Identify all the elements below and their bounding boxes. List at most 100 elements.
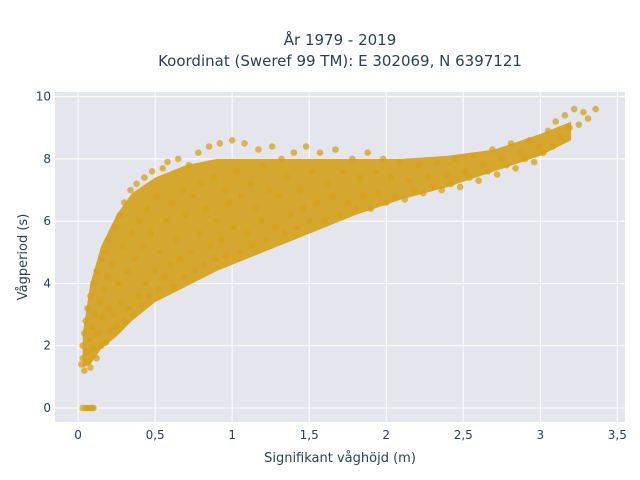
data-point (167, 261, 174, 269)
data-point (144, 205, 151, 212)
data-point (77, 361, 85, 368)
data-point (121, 317, 128, 325)
data-point (352, 205, 359, 212)
data-point (211, 255, 219, 262)
data-point (174, 155, 182, 163)
y-tick-label: 10 (36, 90, 51, 104)
data-point (236, 249, 244, 256)
data-point (138, 302, 145, 309)
data-point (410, 186, 418, 194)
data-point (154, 286, 162, 294)
data-point (179, 186, 187, 194)
data-point (153, 193, 160, 200)
data-point (475, 177, 482, 184)
data-point (210, 174, 217, 181)
data-point (324, 180, 332, 188)
data-point (484, 168, 492, 175)
data-point (544, 127, 552, 135)
data-point (258, 217, 265, 225)
data-point (305, 217, 313, 225)
data-point (456, 183, 464, 191)
data-point (521, 155, 529, 163)
data-point (396, 158, 404, 166)
data-point (526, 137, 533, 144)
y-tick-label: 2 (43, 339, 51, 353)
data-point (367, 205, 375, 212)
data-point (401, 196, 409, 203)
data-point (466, 174, 473, 181)
data-point (79, 354, 86, 362)
data-point (278, 155, 285, 163)
data-point (252, 205, 259, 212)
data-point (255, 146, 262, 153)
data-point (117, 298, 125, 306)
data-point (102, 339, 110, 346)
data-point (557, 133, 564, 141)
data-point (272, 224, 279, 231)
data-point (87, 292, 94, 300)
data-point (359, 193, 367, 200)
data-point (281, 230, 288, 237)
data-point (259, 161, 267, 169)
data-point (202, 205, 210, 212)
data-point (299, 205, 307, 212)
data-point (139, 242, 147, 250)
y-tick-label: 8 (43, 152, 51, 166)
data-point (108, 261, 116, 269)
y-tick-label: 6 (43, 214, 51, 228)
data-point (105, 236, 113, 244)
data-point (379, 155, 387, 163)
y-tick-labels: 0 2 4 6 8 10 (36, 90, 51, 415)
data-point (114, 280, 122, 287)
data-point (382, 199, 390, 206)
data-point (145, 292, 153, 300)
x-tick-label: 0,5 (146, 428, 165, 442)
x-tick-label: 3,5 (608, 428, 627, 442)
data-point (151, 267, 159, 275)
data-point (238, 193, 245, 200)
data-point (116, 211, 123, 219)
data-point (93, 354, 100, 362)
data-point (419, 189, 427, 197)
data-point (88, 323, 96, 331)
data-point (121, 199, 128, 206)
data-point (321, 217, 328, 225)
data-point (195, 149, 202, 156)
data-point (133, 180, 140, 188)
data-point (142, 280, 150, 287)
chart-title-line-1: År 1979 - 2019 (284, 30, 397, 49)
data-point (187, 249, 194, 256)
data-point (452, 155, 459, 163)
data-point (228, 137, 236, 144)
data-point (372, 168, 379, 175)
y-tick-label: 0 (43, 401, 51, 415)
data-point (233, 168, 241, 175)
data-point (173, 236, 180, 244)
data-point (162, 217, 170, 225)
data-point (113, 323, 120, 331)
data-point (268, 143, 276, 150)
data-point (130, 311, 137, 318)
y-axis-title: Vågperiod (s) (16, 214, 31, 301)
data-point (170, 283, 177, 290)
x-tick-label: 0 (74, 428, 82, 442)
data-point (284, 174, 291, 181)
data-point (302, 143, 310, 150)
data-point (287, 211, 295, 219)
data-point (198, 180, 205, 188)
data-point (136, 217, 143, 225)
data-point (221, 186, 228, 194)
x-tick-label: 3 (536, 428, 544, 442)
data-point (584, 115, 592, 122)
data-point (247, 180, 254, 188)
data-point (566, 124, 573, 132)
data-point (81, 330, 88, 337)
data-point (79, 342, 86, 350)
data-point (461, 168, 469, 175)
data-point (265, 186, 273, 194)
data-point (134, 292, 142, 300)
data-point (90, 345, 97, 353)
data-point (516, 149, 524, 156)
data-points (77, 105, 599, 412)
data-point (84, 305, 91, 312)
